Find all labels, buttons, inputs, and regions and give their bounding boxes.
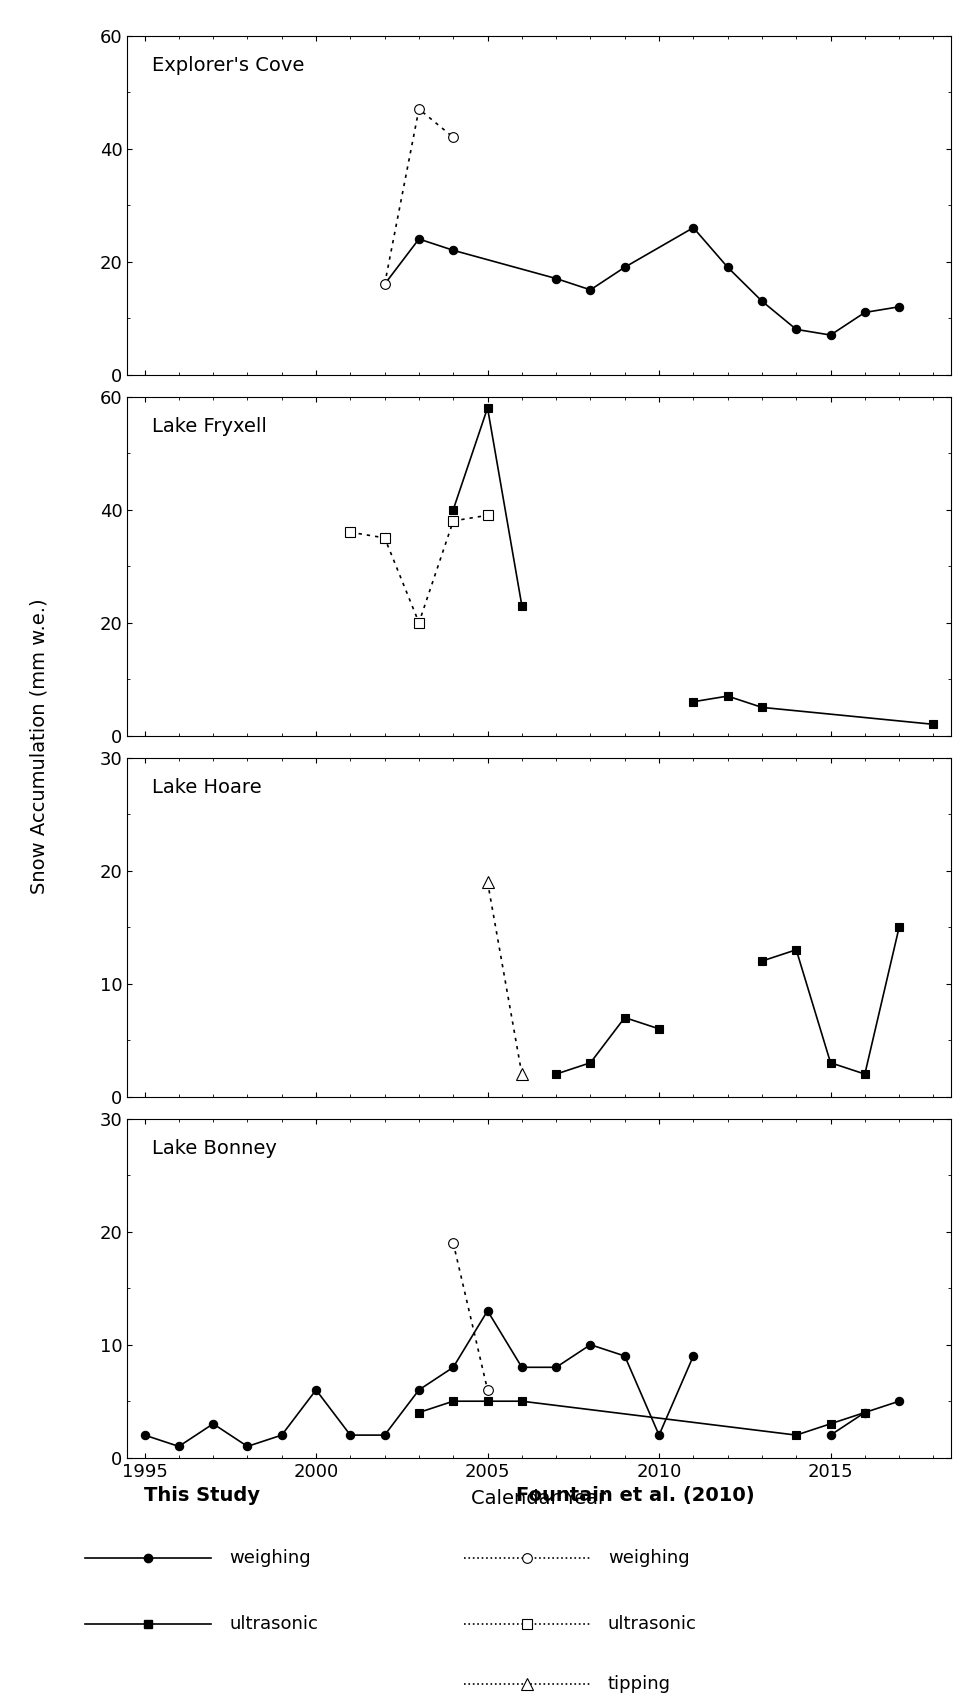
Text: ultrasonic: ultrasonic: [608, 1615, 697, 1634]
Text: Lake Bonney: Lake Bonney: [152, 1139, 277, 1158]
Text: Explorer's Cove: Explorer's Cove: [152, 56, 305, 75]
X-axis label: Calendar Year: Calendar Year: [471, 1488, 607, 1509]
Text: This Study: This Study: [144, 1485, 261, 1505]
Text: Snow Accumulation (mm w.e.): Snow Accumulation (mm w.e.): [29, 598, 49, 893]
Text: Lake Fryxell: Lake Fryxell: [152, 417, 267, 436]
Text: weighing: weighing: [608, 1549, 690, 1568]
Text: tipping: tipping: [608, 1675, 671, 1693]
Text: ultrasonic: ultrasonic: [229, 1615, 318, 1634]
Text: weighing: weighing: [229, 1549, 311, 1568]
Text: Lake Hoare: Lake Hoare: [152, 778, 262, 797]
Text: Fountain et al. (2010): Fountain et al. (2010): [515, 1485, 755, 1505]
